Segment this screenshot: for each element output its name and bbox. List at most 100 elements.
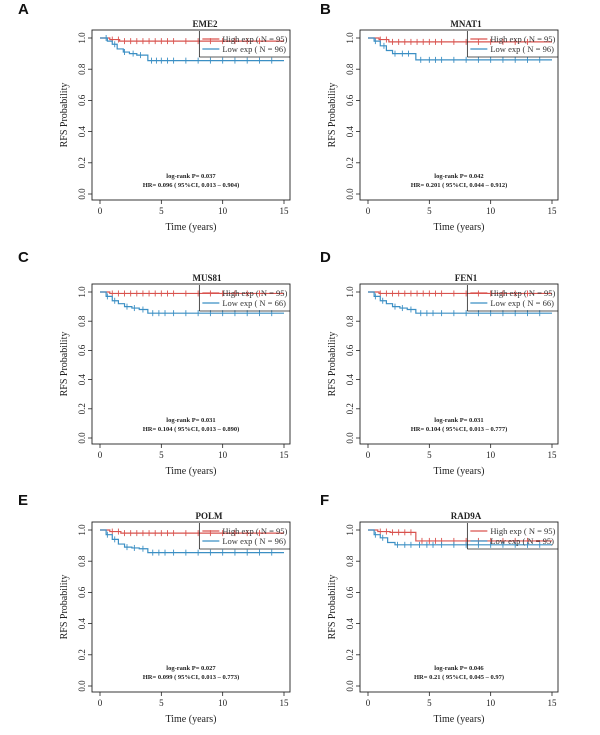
chart-title: POLM <box>196 511 224 521</box>
low-exp-curve <box>368 291 552 314</box>
y-tick-label: 0.8 <box>345 315 355 327</box>
y-tick-label: 0.4 <box>345 617 355 629</box>
legend-entry: Low exp ( N = 66) <box>490 298 554 308</box>
y-tick-label: 1.0 <box>345 286 355 298</box>
x-tick-label: 5 <box>159 206 164 216</box>
x-tick-label: 15 <box>280 206 290 216</box>
y-axis-label: RFS Probability <box>59 83 70 148</box>
y-tick-label: 0.6 <box>345 94 355 106</box>
log-rank-p: log-rank P= 0.027 <box>166 665 216 672</box>
x-tick-label: 5 <box>159 450 164 460</box>
legend-entry: Low exp ( N = 66) <box>222 298 286 308</box>
hazard-ratio: HR= 0.21 ( 95%CI, 0.045 – 0.97) <box>414 674 504 681</box>
plot-frame <box>91 283 291 445</box>
panel-letter: C <box>18 249 29 266</box>
y-tick-label: 0.0 <box>77 680 87 692</box>
legend-entry: High exp ( N = 95) <box>222 526 287 536</box>
hazard-ratio: HR= 0.201 ( 95%CI, 0.044 – 0.912) <box>411 182 508 189</box>
hazard-ratio: HR= 0.096 ( 95%CI, 0.013 – 0.904) <box>143 182 240 189</box>
x-axis-label: Time (years) <box>165 466 216 477</box>
km-panel-b: B MNAT1 0 5 10 15 0.0 0.2 0.4 0.6 0.8 1.0 Time (year… <box>320 1 559 233</box>
chart-title: RAD9A <box>451 511 482 521</box>
y-tick-label: 0.0 <box>345 680 355 692</box>
y-tick-label: 0.6 <box>345 586 355 598</box>
panel-letter: A <box>18 1 29 18</box>
y-tick-label: 0.6 <box>345 344 355 356</box>
km-panel-f: F RAD9A 0 5 10 15 0.0 0.2 0.4 0.6 0.8 1.0 Time (year… <box>320 492 559 725</box>
y-axis-label: RFS Probability <box>327 575 338 640</box>
y-tick-label: 0.2 <box>345 649 355 660</box>
legend-entry: High exp ( N = 95) <box>490 34 555 44</box>
x-axis-label: Time (years) <box>433 714 484 725</box>
low-exp-curve <box>100 529 284 554</box>
y-tick-label: 0.2 <box>345 157 355 168</box>
log-rank-p: log-rank P= 0.046 <box>434 665 484 672</box>
low-exp-curve <box>100 291 284 314</box>
x-tick-label: 15 <box>548 206 558 216</box>
legend-entry: High exp ( N = 95) <box>490 526 555 536</box>
y-tick-label: 0.8 <box>77 63 87 75</box>
y-tick-label: 0.8 <box>77 555 87 567</box>
y-tick-label: 0.0 <box>345 188 355 200</box>
x-tick-label: 5 <box>159 698 164 708</box>
y-axis-label: RFS Probability <box>327 332 338 397</box>
log-rank-p: log-rank P= 0.031 <box>434 417 483 424</box>
y-tick-label: 1.0 <box>345 32 355 44</box>
plot-frame <box>91 29 291 201</box>
low-exp-curve <box>368 37 552 61</box>
y-tick-label: 1.0 <box>77 524 87 536</box>
hazard-ratio: HR= 0.104 ( 95%CI, 0.013 – 0.777) <box>411 426 508 433</box>
x-axis-label: Time (years) <box>165 714 216 725</box>
plot-frame <box>91 521 291 693</box>
x-tick-label: 10 <box>486 206 496 216</box>
y-tick-label: 0.2 <box>77 649 87 660</box>
km-panel-e: E POLM 0 5 10 15 0.0 0.2 0.4 0.6 0.8 1.0 Time (years… <box>18 492 291 725</box>
km-panel-a: A EME2 0 5 10 15 0.0 0.2 0.4 0.6 0.8 1.0 Time (years… <box>18 1 291 233</box>
x-tick-label: 10 <box>486 450 496 460</box>
y-tick-label: 0.8 <box>345 555 355 567</box>
x-tick-label: 0 <box>366 206 371 216</box>
y-tick-label: 0.8 <box>77 315 87 327</box>
x-tick-label: 0 <box>366 698 371 708</box>
log-rank-p: log-rank P= 0.042 <box>434 173 483 180</box>
x-tick-label: 10 <box>218 450 228 460</box>
y-axis-label: RFS Probability <box>59 332 70 397</box>
x-tick-label: 5 <box>427 206 432 216</box>
y-tick-label: 0.0 <box>345 432 355 444</box>
y-axis-label: RFS Probability <box>59 575 70 640</box>
x-tick-label: 15 <box>548 450 558 460</box>
x-axis-label: Time (years) <box>433 222 484 233</box>
y-tick-label: 1.0 <box>77 32 87 44</box>
high-exp-curve <box>100 529 284 534</box>
chart-title: FEN1 <box>455 273 478 283</box>
log-rank-p: log-rank P= 0.031 <box>166 417 215 424</box>
y-tick-label: 0.4 <box>345 373 355 385</box>
x-tick-label: 0 <box>366 450 371 460</box>
x-tick-label: 5 <box>427 698 432 708</box>
y-tick-label: 1.0 <box>77 286 87 298</box>
chart-title: MUS81 <box>193 273 222 283</box>
y-tick-label: 0.2 <box>77 403 87 414</box>
hazard-ratio: HR= 0.099 ( 95%CI, 0.013 – 0.773) <box>143 674 240 681</box>
high-exp-curve <box>100 37 284 42</box>
x-tick-label: 0 <box>98 206 103 216</box>
x-tick-label: 5 <box>427 450 432 460</box>
y-tick-label: 0.0 <box>77 188 87 200</box>
legend-entry: Low exp ( N = 96) <box>222 44 286 54</box>
legend-entry: High exp ( N = 95) <box>222 288 287 298</box>
high-exp-curve <box>368 37 552 43</box>
x-tick-label: 15 <box>548 698 558 708</box>
panel-letter: B <box>320 1 331 18</box>
plot-frame <box>359 521 559 693</box>
y-axis-label: RFS Probability <box>327 83 338 148</box>
panel-letter: F <box>320 492 329 509</box>
km-panel-c: C MUS81 0 5 10 15 0.0 0.2 0.4 0.6 0.8 1.0 Time (year… <box>18 249 291 477</box>
y-tick-label: 0.2 <box>77 157 87 168</box>
low-exp-curve <box>368 529 552 546</box>
y-tick-label: 0.6 <box>77 94 87 106</box>
y-tick-label: 1.0 <box>345 524 355 536</box>
hazard-ratio: HR= 0.104 ( 95%CI, 0.013 – 0.890) <box>143 426 240 433</box>
legend-entry: Low exp ( N = 96) <box>490 44 554 54</box>
x-tick-label: 15 <box>280 698 290 708</box>
